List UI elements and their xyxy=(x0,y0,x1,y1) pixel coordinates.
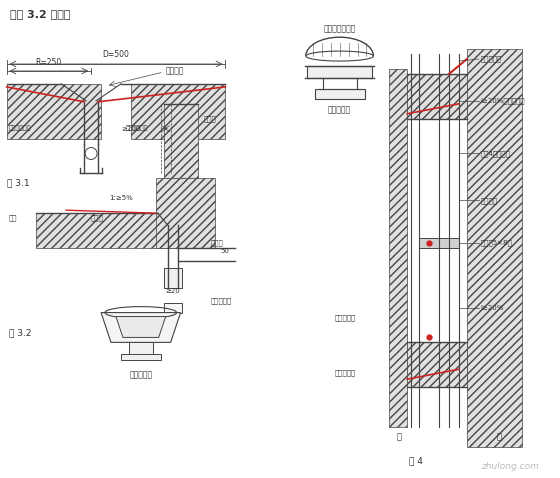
Bar xyxy=(129,342,153,358)
Bar xyxy=(164,104,198,178)
Text: 外: 外 xyxy=(496,432,501,441)
Text: 内窗台特高: 内窗台特高 xyxy=(335,314,356,321)
Text: 图 4: 图 4 xyxy=(409,456,423,466)
Text: 汇水坑: 汇水坑 xyxy=(91,215,104,221)
Text: 天面: 天面 xyxy=(8,215,17,221)
Bar xyxy=(156,178,216,248)
Text: 1:≥5%: 1:≥5% xyxy=(109,195,133,201)
Text: 防振软垫: 防振软垫 xyxy=(481,197,498,204)
Text: zhulong.com: zhulong.com xyxy=(480,462,539,471)
Text: 50: 50 xyxy=(220,248,229,254)
Text: 方型雨水斗: 方型雨水斗 xyxy=(129,370,152,379)
Bar xyxy=(407,74,467,119)
Text: 用于地面: 用于地面 xyxy=(166,66,184,76)
Text: i≥20%: i≥20% xyxy=(481,304,504,311)
Text: 防水软收缝: 防水软收缝 xyxy=(481,56,502,62)
Text: 和图 3.2 所示：: 和图 3.2 所示： xyxy=(10,9,70,19)
Bar xyxy=(315,89,365,99)
Bar xyxy=(419,238,439,248)
Text: 内: 内 xyxy=(397,432,402,441)
Text: 沥青麻丝填嵌: 沥青麻丝填嵌 xyxy=(8,126,31,131)
Bar xyxy=(121,354,161,360)
Text: 圆型雨水斗: 圆型雨水斗 xyxy=(328,106,351,115)
Bar xyxy=(439,238,459,248)
Text: 用于屋面、阳台: 用于屋面、阳台 xyxy=(324,25,356,34)
Text: 女儿墙: 女儿墙 xyxy=(203,115,216,122)
Bar xyxy=(467,49,521,447)
Bar xyxy=(36,213,195,248)
Bar xyxy=(407,342,467,387)
Bar xyxy=(389,69,407,427)
Polygon shape xyxy=(101,313,180,342)
Text: 方型雨水斗: 方型雨水斗 xyxy=(211,297,232,304)
Bar xyxy=(7,84,101,139)
Text: i≥20%，平开受接: i≥20%，平开受接 xyxy=(481,98,525,104)
Bar xyxy=(164,303,181,313)
Text: 泄水孔5×8槽: 泄水孔5×8槽 xyxy=(481,239,512,246)
Text: 图 3.2: 图 3.2 xyxy=(8,328,31,337)
Bar xyxy=(307,66,372,78)
Text: 图 3.1: 图 3.1 xyxy=(7,179,29,188)
Text: 防水油管嵌缝: 防水油管嵌缝 xyxy=(126,126,148,131)
Text: R=250: R=250 xyxy=(36,58,62,67)
Bar xyxy=(164,268,181,288)
Text: 外窗台特高: 外窗台特高 xyxy=(335,369,356,376)
Polygon shape xyxy=(116,316,166,337)
Text: ≥20: ≥20 xyxy=(166,288,180,293)
Text: 排水管: 排水管 xyxy=(211,239,223,246)
Text: ≥200: ≥200 xyxy=(122,126,141,131)
Text: 序号4铝流水槽: 序号4铝流水槽 xyxy=(481,150,511,157)
Text: D=500: D=500 xyxy=(102,50,129,59)
Bar xyxy=(131,84,225,139)
